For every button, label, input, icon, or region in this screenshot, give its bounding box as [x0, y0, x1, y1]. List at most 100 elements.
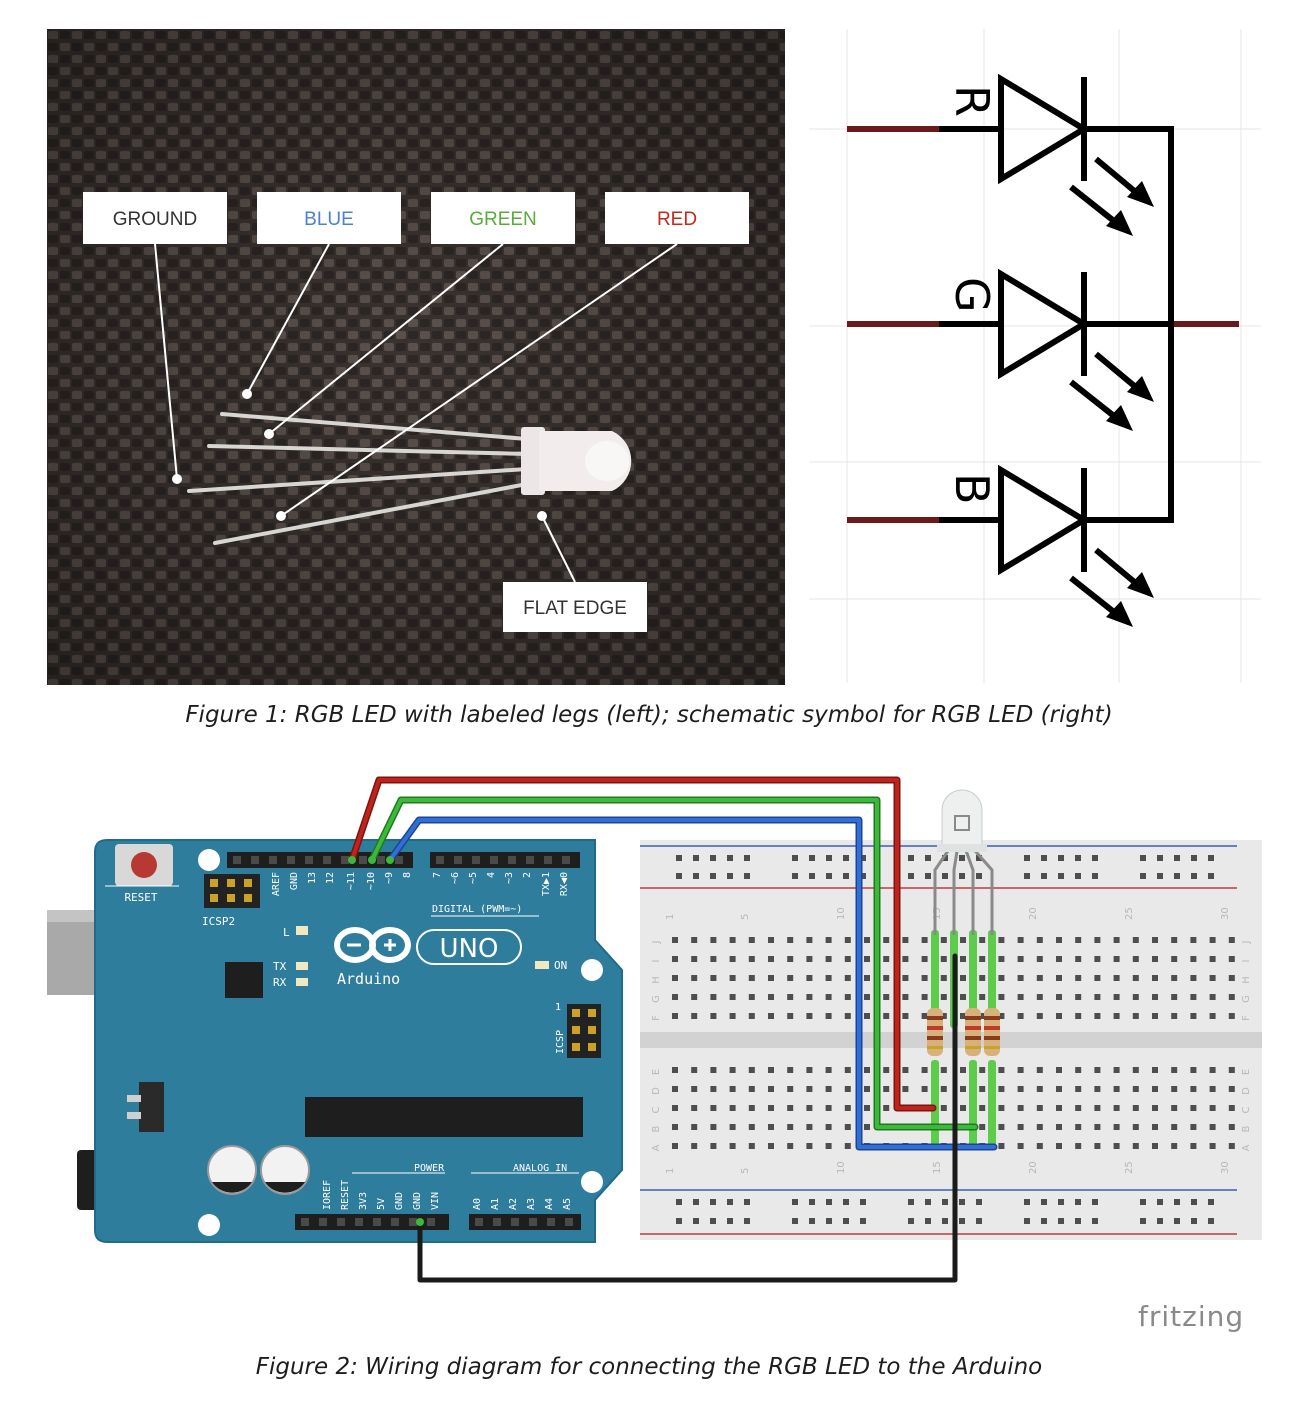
rail-hole — [1092, 855, 1098, 861]
breadboard-hole — [672, 975, 678, 981]
breadboard-hole — [729, 1013, 736, 1019]
row-a-left: A — [651, 1144, 662, 1151]
label-ground: GROUND — [113, 209, 197, 230]
pin-a5: A5 — [562, 1198, 573, 1210]
breadboard-hole — [1190, 956, 1197, 962]
breadboard-hole — [1152, 1067, 1158, 1073]
breadboard-hole — [1113, 1124, 1120, 1130]
row-b-right: B — [1241, 1125, 1252, 1132]
breadboard-hole — [921, 937, 928, 943]
col-20-top: 20 — [1028, 907, 1039, 920]
breadboard-hole — [710, 956, 717, 962]
pin-8: 8 — [402, 872, 413, 878]
breadboard-hole — [1094, 1086, 1101, 1092]
breadboard-hole — [1036, 937, 1043, 943]
rail-hole — [727, 855, 733, 861]
icsp-pin1-label: 1 — [555, 1002, 561, 1013]
led-body — [521, 427, 632, 495]
rail-hole — [1058, 1199, 1064, 1205]
row-e-right: E — [1241, 1069, 1252, 1075]
breadboard-hole — [998, 1105, 1005, 1111]
breadboard-hole — [691, 975, 698, 981]
rail-hole — [1024, 855, 1030, 861]
breadboard-hole — [672, 1124, 678, 1130]
microcontroller-chip — [305, 1097, 583, 1137]
breadboard-hole — [1171, 1013, 1178, 1019]
schematic-label-g: G — [945, 277, 999, 313]
col-25-top: 25 — [1124, 907, 1135, 920]
col-10-bottom: 10 — [836, 1161, 847, 1174]
breadboard-hole — [1171, 937, 1178, 943]
breadboard-hole — [1190, 1143, 1197, 1149]
pin-13: 13 — [307, 872, 318, 884]
breadboard-hole — [1132, 1124, 1139, 1130]
rail-hole — [744, 1218, 750, 1224]
row-g-right: G — [1241, 995, 1252, 1003]
breadboard-hole — [1132, 1086, 1139, 1092]
breadboard-hole — [1132, 994, 1139, 1000]
breadboard-hole — [1094, 1105, 1101, 1111]
row-f-right: F — [1241, 1015, 1252, 1021]
breadboard-hole — [748, 1124, 755, 1130]
breadboard-hole — [710, 975, 717, 981]
tx-label: TX — [273, 960, 287, 973]
row-d-left: D — [651, 1087, 662, 1095]
rail-hole — [1140, 1218, 1146, 1224]
reset-button[interactable] — [131, 852, 157, 878]
voltage-regulator — [139, 1082, 164, 1132]
breadboard-hole — [748, 1067, 755, 1073]
rail-hole — [1174, 855, 1180, 861]
led-legs — [187, 412, 529, 545]
rail-hole — [860, 873, 866, 879]
breadboard-hole — [1171, 956, 1178, 962]
row-c-right: C — [1241, 1106, 1252, 1113]
pin-a3: A3 — [526, 1198, 537, 1210]
breadboard-hole — [960, 994, 966, 1000]
breadboard-hole — [864, 975, 870, 981]
breadboard-hole — [1228, 1013, 1235, 1019]
arduino-board: RESET ICSP2 AREF GND 13 12 ~11 ~10 ~9 8 … — [47, 839, 623, 1243]
power-label: POWER — [414, 1163, 445, 1174]
row-i-left: I — [651, 960, 662, 963]
breadboard-hole — [921, 1067, 928, 1073]
rail-hole — [744, 873, 750, 879]
breadboard-hole — [979, 1124, 986, 1130]
rail-hole — [1058, 1218, 1064, 1224]
breadboard-hole — [787, 1067, 794, 1073]
breadboard-hole — [825, 975, 832, 981]
breadboard-hole — [787, 937, 794, 943]
breadboard-hole — [844, 1086, 851, 1092]
breadboard-hole — [1228, 937, 1235, 943]
pin-11: ~11 — [346, 872, 357, 890]
breadboard-hole — [844, 937, 851, 943]
breadboard-hole — [787, 994, 794, 1000]
rail-hole — [1092, 1199, 1098, 1205]
breadboard-hole — [844, 994, 851, 1000]
breadboard-hole — [1094, 956, 1101, 962]
breadboard-hole — [1075, 937, 1082, 943]
breadboard-hole — [1190, 1105, 1197, 1111]
pin-a1: A1 — [490, 1198, 501, 1210]
breadboard-hole — [768, 1067, 774, 1073]
rail-hole — [959, 855, 965, 861]
breadboard-hole — [1017, 1105, 1024, 1111]
breadboard-hole — [902, 937, 909, 943]
breadboard-hole — [729, 1067, 736, 1073]
rail-hole — [976, 1199, 982, 1205]
rail-hole — [744, 855, 750, 861]
breadboard-hole — [691, 937, 698, 943]
breadboard-hole — [710, 1105, 717, 1111]
rail-hole — [1191, 1199, 1197, 1205]
pin-3: ~3 — [504, 872, 515, 884]
breadboard-hole — [691, 1086, 698, 1092]
breadboard-hole — [1171, 1086, 1178, 1092]
breadboard-hole — [1036, 1124, 1043, 1130]
breadboard-hole — [1228, 1086, 1235, 1092]
breadboard-hole — [883, 994, 890, 1000]
breadboard-hole — [1056, 1067, 1062, 1073]
col-20-bottom: 20 — [1028, 1161, 1039, 1174]
rail-hole — [1041, 1199, 1047, 1205]
rail-hole — [744, 1199, 750, 1205]
wiring-diagram: RESET ICSP2 AREF GND 13 12 ~11 ~10 ~9 8 … — [47, 776, 1262, 1283]
breadboard-hole — [960, 1013, 966, 1019]
